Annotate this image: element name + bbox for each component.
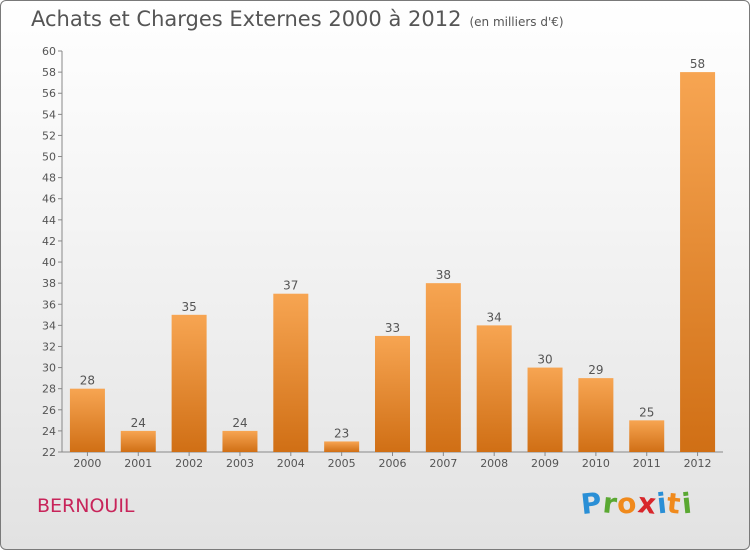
data-label: 24 bbox=[232, 416, 247, 430]
bar bbox=[680, 72, 716, 453]
x-tick-label: 2001 bbox=[124, 457, 152, 470]
data-label: 23 bbox=[334, 426, 349, 440]
title-text: Achats et Charges Externes 2000 à 2012 bbox=[31, 7, 462, 31]
data-label: 24 bbox=[131, 416, 146, 430]
x-tick-label: 2004 bbox=[277, 457, 305, 470]
bar bbox=[171, 314, 207, 452]
y-tick-label: 52 bbox=[42, 129, 56, 142]
data-label: 58 bbox=[690, 57, 705, 71]
x-tick-label: 2007 bbox=[429, 457, 457, 470]
y-tick-label: 22 bbox=[42, 446, 56, 459]
bar bbox=[476, 325, 512, 452]
y-tick-label: 24 bbox=[42, 425, 56, 438]
x-tick-label: 2000 bbox=[73, 457, 101, 470]
commune-name: BERNOUIL bbox=[37, 495, 135, 517]
data-label: 33 bbox=[385, 321, 400, 335]
data-label: 25 bbox=[639, 405, 654, 419]
data-label: 30 bbox=[537, 353, 552, 367]
y-tick-label: 28 bbox=[42, 383, 56, 396]
proxiti-logo: Proxiti bbox=[579, 485, 694, 522]
y-tick-label: 36 bbox=[42, 298, 56, 311]
bar bbox=[425, 283, 461, 452]
data-label: 38 bbox=[436, 268, 451, 282]
bar bbox=[527, 367, 563, 452]
bar bbox=[273, 293, 309, 452]
bar-chart: 22 24 26 28 30 32 34 36 38 40 42 44 46 48 50 52 54 56 58 60… bbox=[42, 45, 723, 470]
x-tick-label: 2010 bbox=[582, 457, 610, 470]
logo-letter: i bbox=[679, 486, 694, 521]
y-tick-label: 58 bbox=[42, 66, 56, 79]
y-tick-label: 38 bbox=[42, 277, 56, 290]
chart-title: Achats et Charges Externes 2000 à 2012 (e… bbox=[31, 7, 564, 31]
y-tick-label: 42 bbox=[42, 235, 56, 248]
x-tick-label: 2006 bbox=[379, 457, 407, 470]
bar bbox=[69, 388, 105, 452]
y-tick-label: 48 bbox=[42, 172, 56, 185]
y-tick-label: 54 bbox=[42, 108, 56, 121]
bar bbox=[120, 430, 156, 452]
x-tick-label: 2002 bbox=[175, 457, 203, 470]
bar bbox=[324, 441, 360, 452]
y-tick-label: 32 bbox=[42, 340, 56, 353]
y-tick-label: 30 bbox=[42, 362, 56, 375]
y-tick-label: 40 bbox=[42, 256, 56, 269]
x-tick-label: 2012 bbox=[684, 457, 712, 470]
x-tick-label: 2005 bbox=[328, 457, 356, 470]
data-label: 28 bbox=[80, 374, 95, 388]
data-label: 29 bbox=[588, 363, 603, 377]
y-tick-label: 56 bbox=[42, 87, 56, 100]
y-tick-label: 50 bbox=[42, 151, 56, 164]
bar bbox=[375, 335, 410, 452]
chart-subtitle: (en milliers d'€) bbox=[469, 15, 564, 29]
y-tick-label: 46 bbox=[42, 193, 56, 206]
data-label: 34 bbox=[487, 310, 502, 324]
y-tick-label: 26 bbox=[42, 404, 56, 417]
bar bbox=[222, 430, 258, 452]
y-tick-label: 60 bbox=[42, 45, 56, 58]
data-label: 35 bbox=[181, 300, 196, 314]
x-tick-label: 2011 bbox=[633, 457, 661, 470]
x-tick-label: 2008 bbox=[480, 457, 508, 470]
bar bbox=[629, 420, 665, 452]
x-tick-label: 2003 bbox=[226, 457, 254, 470]
y-tick-label: 44 bbox=[42, 214, 56, 227]
logo-letter: P bbox=[579, 485, 605, 522]
data-label: 37 bbox=[283, 279, 298, 293]
x-tick-label: 2009 bbox=[531, 457, 559, 470]
y-tick-label: 34 bbox=[42, 319, 56, 332]
bar bbox=[578, 378, 614, 452]
